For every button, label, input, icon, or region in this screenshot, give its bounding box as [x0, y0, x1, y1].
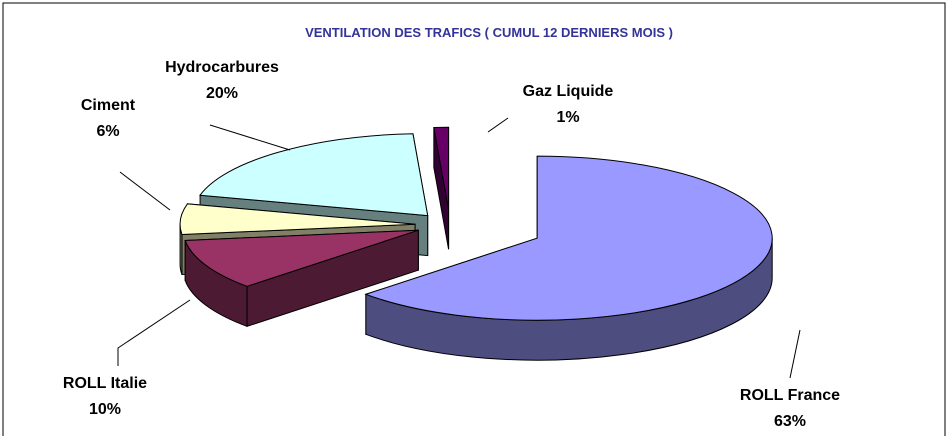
slice-value-label: 63% [774, 413, 806, 430]
leader-line [117, 299, 191, 366]
slice [433, 126, 450, 210]
slice-label: ROLL Italie [63, 375, 147, 392]
leader-line [209, 124, 291, 151]
slice [179, 203, 416, 236]
slice [364, 155, 773, 321]
slice-label: Hydrocarbures [165, 59, 279, 76]
slice [199, 133, 429, 217]
slice-value-label: 6% [96, 123, 119, 140]
chart-title: VENTILATION DES TRAFICS ( CUMUL 12 DERNI… [305, 25, 673, 40]
slice [184, 229, 419, 328]
slice [433, 126, 450, 250]
slice-value-label: 10% [89, 401, 121, 418]
slice-value-label: 1% [556, 109, 579, 126]
leader-line [789, 329, 801, 379]
slice [184, 229, 419, 287]
leader-line [119, 171, 171, 211]
slice-label: Ciment [81, 97, 136, 114]
slice-label: Gaz Liquide [523, 83, 614, 100]
slice-value-label: 20% [206, 85, 238, 102]
slice-label: ROLL France [740, 387, 840, 404]
leader-line [487, 117, 509, 133]
slice [364, 155, 773, 361]
